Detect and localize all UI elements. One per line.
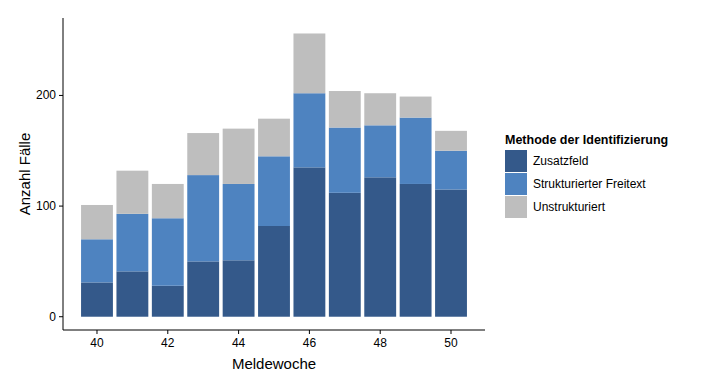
bar [116, 271, 148, 316]
y-tick [59, 316, 63, 317]
legend: Methode der Identifizierung Zusatzfeld Str… [505, 133, 668, 218]
bar [187, 175, 219, 261]
bar [400, 118, 432, 184]
x-tick-label: 50 [444, 336, 458, 350]
bar [400, 184, 432, 317]
bar [435, 151, 467, 190]
bars [81, 33, 467, 316]
x-axis [63, 330, 485, 331]
bar [223, 184, 255, 260]
y-tick-label: 200 [36, 88, 56, 102]
bar [81, 205, 113, 239]
bar [223, 260, 255, 316]
y-tick-label: 0 [49, 310, 56, 324]
x-tick [380, 330, 381, 334]
y-tick [59, 95, 63, 96]
x-tick [167, 330, 168, 334]
legend-label: Strukturierter Freitext [533, 177, 646, 191]
y-axis-title: Anzahl Fälle [16, 133, 33, 216]
legend-key [505, 196, 527, 218]
legend-key [505, 173, 527, 195]
x-tick [309, 330, 310, 334]
bar [81, 239, 113, 282]
bar [435, 131, 467, 151]
bar [152, 286, 184, 317]
legend-title: Methode der Identifizierung [505, 133, 668, 147]
bar [329, 91, 361, 128]
x-axis-title: Meldewoche [232, 355, 316, 372]
bar [187, 261, 219, 316]
legend-label: Unstrukturiert [533, 200, 606, 214]
bar [329, 128, 361, 193]
x-tick-label: 44 [232, 336, 246, 350]
bar [258, 119, 290, 157]
bar [116, 214, 148, 272]
x-tick-label: 40 [90, 336, 104, 350]
bar [258, 156, 290, 226]
bar [400, 97, 432, 118]
bar [293, 33, 325, 93]
bar [364, 177, 396, 316]
legend-label: Zusatzfeld [533, 154, 588, 168]
bar [223, 129, 255, 184]
x-tick-label: 42 [161, 336, 175, 350]
bar [364, 125, 396, 177]
x-tick-label: 46 [303, 336, 317, 350]
y-tick [59, 206, 63, 207]
bar [152, 184, 184, 218]
y-axis [63, 18, 64, 330]
bar [81, 282, 113, 316]
bar [329, 193, 361, 317]
bar [293, 167, 325, 316]
bar [435, 189, 467, 316]
bar [293, 93, 325, 167]
x-tick [451, 330, 452, 334]
y-tick-label: 100 [36, 199, 56, 213]
x-tick [238, 330, 239, 334]
bar [116, 171, 148, 214]
x-tick [96, 330, 97, 334]
x-tick-label: 48 [374, 336, 388, 350]
bar [258, 226, 290, 317]
bar [364, 93, 396, 125]
bar [152, 218, 184, 285]
chart: 0 100 200 40 42 44 46 48 50 Meldewoche Anzahl Fäll… [0, 0, 720, 384]
bar [187, 133, 219, 175]
legend-key [505, 150, 527, 172]
